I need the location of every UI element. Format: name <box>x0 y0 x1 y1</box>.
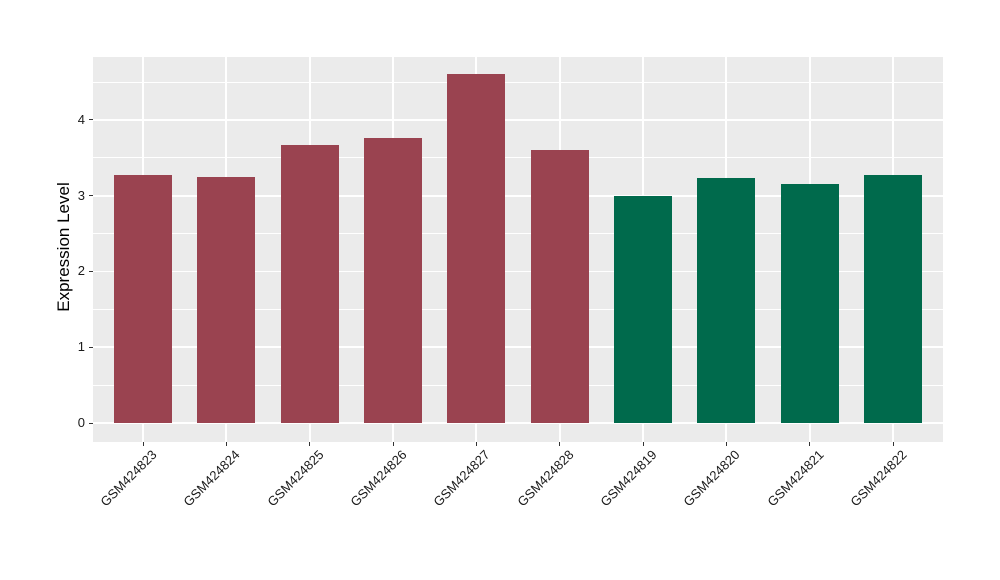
gridline-minor-y <box>93 384 943 386</box>
x-tick-label: GSM424822 <box>847 447 910 510</box>
y-axis-tick <box>89 119 93 121</box>
gridline-major-y <box>93 346 943 349</box>
bar-GSM424820 <box>697 178 756 424</box>
x-axis-tick <box>559 442 561 446</box>
x-axis-tick <box>309 442 311 446</box>
x-tick-label: GSM424821 <box>764 447 827 510</box>
x-axis-tick <box>225 442 227 446</box>
x-axis-tick <box>142 442 144 446</box>
y-axis-tick <box>89 195 93 197</box>
bar-GSM424826 <box>364 138 422 424</box>
bar-GSM424825 <box>280 144 339 424</box>
y-axis-tick <box>89 422 93 424</box>
y-axis-tick <box>89 346 93 348</box>
x-tick-label: GSM424827 <box>430 447 493 510</box>
bar-GSM424822 <box>864 175 922 424</box>
gridline-major-y <box>93 422 943 424</box>
bar-GSM424819 <box>614 196 672 424</box>
x-tick-label: GSM424823 <box>97 447 160 510</box>
gridline-minor-y <box>93 233 943 235</box>
gridline-major-y <box>93 119 943 121</box>
x-tick-label: GSM424824 <box>180 447 243 510</box>
bar-GSM424821 <box>780 184 839 424</box>
gridline-minor-y <box>93 157 943 159</box>
x-axis-tick <box>642 442 644 446</box>
x-tick-label: GSM424826 <box>347 447 410 510</box>
y-tick-label: 2 <box>77 263 85 279</box>
x-axis-tick <box>809 442 811 446</box>
x-axis-tick <box>892 442 894 446</box>
x-axis-tick <box>392 442 394 446</box>
bar-GSM424823 <box>114 175 172 424</box>
gridline-major-y <box>93 270 943 273</box>
x-tick-label: GSM424828 <box>514 447 577 510</box>
y-axis-tick <box>89 270 93 272</box>
y-tick-label: 1 <box>77 339 85 355</box>
gridline-minor-y <box>93 308 943 310</box>
y-tick-label: 4 <box>77 111 85 127</box>
x-tick-label: GSM424819 <box>597 447 660 510</box>
x-axis-tick <box>725 442 727 446</box>
x-axis-tick <box>475 442 477 446</box>
plot-panel <box>93 57 943 442</box>
y-tick-label: 0 <box>77 415 85 431</box>
x-tick-label: GSM424820 <box>680 447 743 510</box>
bar-GSM424827 <box>447 73 506 424</box>
bar-GSM424824 <box>197 176 256 424</box>
bar-GSM424828 <box>530 150 589 424</box>
gridline-major-y <box>93 194 943 197</box>
x-tick-label: GSM424825 <box>264 447 327 510</box>
y-tick-label: 3 <box>77 187 85 203</box>
gridline-minor-y <box>93 81 943 83</box>
